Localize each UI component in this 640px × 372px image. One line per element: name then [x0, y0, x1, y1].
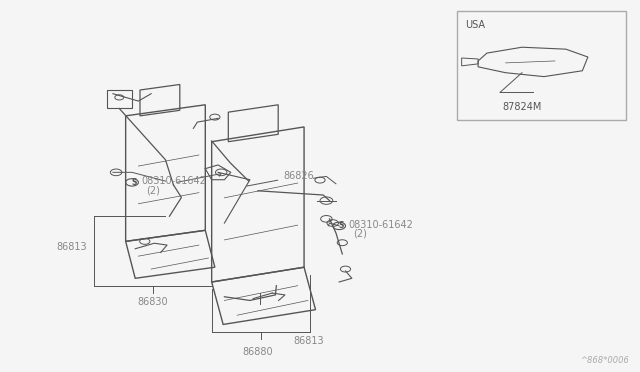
- Text: USA: USA: [465, 20, 484, 30]
- Text: 87824M: 87824M: [502, 102, 541, 112]
- Text: S: S: [339, 221, 344, 230]
- Text: ^868*0006: ^868*0006: [580, 356, 629, 365]
- Text: (2): (2): [353, 229, 367, 239]
- Text: 86826: 86826: [247, 171, 314, 186]
- Text: 86813: 86813: [57, 242, 88, 252]
- Text: 86880: 86880: [243, 347, 273, 357]
- Text: S: S: [131, 177, 136, 186]
- Text: (2): (2): [146, 186, 160, 196]
- Text: 08310-61642: 08310-61642: [141, 176, 207, 186]
- Text: 86830: 86830: [138, 297, 168, 307]
- Text: 86813: 86813: [293, 336, 324, 346]
- Bar: [457, 11, 626, 119]
- Text: 08310-61642: 08310-61642: [349, 220, 413, 230]
